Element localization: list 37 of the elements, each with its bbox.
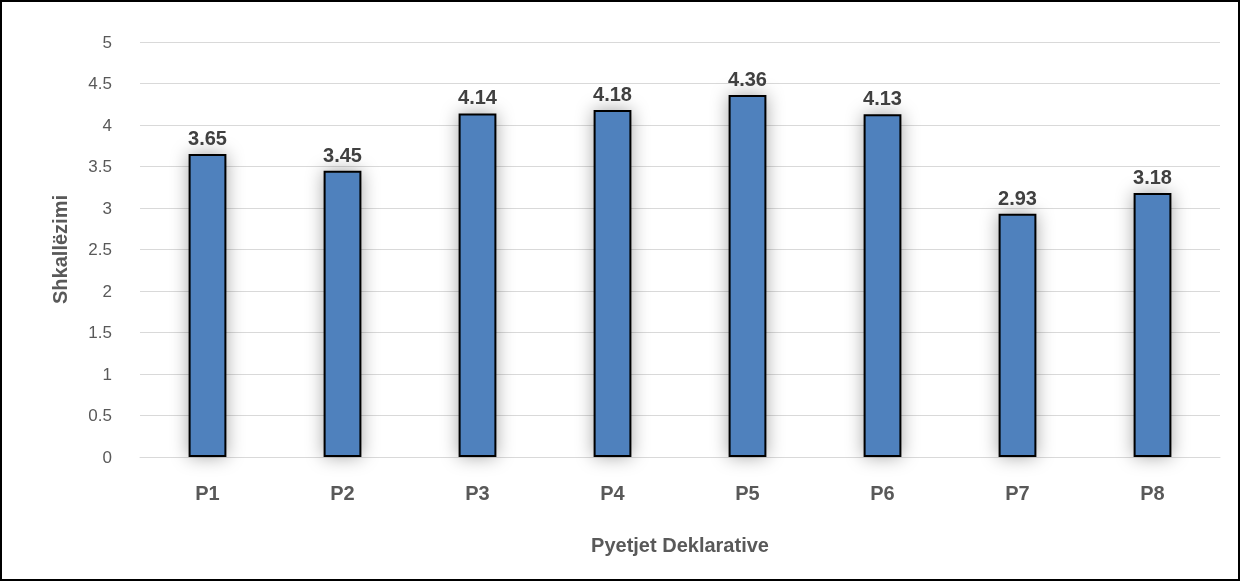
bar — [1133, 193, 1172, 457]
data-label: 2.93 — [998, 186, 1037, 209]
x-axis-title: Pyetjet Deklarative — [591, 534, 769, 556]
data-label: 3.65 — [188, 127, 227, 150]
y-axis-title: Shkallëzimi — [49, 195, 71, 304]
bar — [188, 154, 227, 457]
data-label: 4.36 — [728, 68, 767, 91]
y-tick-label: 2.5 — [88, 240, 112, 259]
y-tick-label: 5 — [102, 32, 112, 52]
bar — [593, 110, 632, 457]
y-tick-label: 0 — [102, 447, 112, 467]
y-tick-label: 1 — [102, 364, 112, 384]
x-tick-label: P5 — [735, 482, 760, 504]
bar — [323, 170, 362, 457]
data-label: 3.18 — [1133, 166, 1172, 189]
bar — [728, 95, 767, 457]
y-tick-label: 1.5 — [88, 323, 112, 342]
x-tick-label: P3 — [465, 482, 490, 504]
x-tick-label: P2 — [330, 482, 355, 504]
data-label: 4.14 — [458, 86, 498, 109]
x-tick-label: P4 — [600, 482, 626, 504]
y-tick-label: 4 — [102, 115, 112, 135]
bar — [863, 114, 902, 457]
data-label: 4.18 — [593, 83, 632, 106]
y-tick-label: 3 — [102, 198, 112, 218]
data-label: 4.13 — [863, 87, 902, 110]
y-tick-label: 3.5 — [88, 157, 112, 176]
y-tick-label: 2 — [102, 281, 112, 301]
y-tick-label: 0.5 — [88, 406, 112, 425]
bar — [998, 213, 1037, 457]
x-tick-label: P6 — [870, 482, 895, 504]
bar — [458, 113, 497, 457]
data-label: 3.45 — [323, 143, 362, 166]
x-tick-label: P7 — [1005, 482, 1030, 504]
x-tick-label: P8 — [1140, 482, 1165, 504]
x-tick-label: P1 — [195, 482, 220, 504]
y-tick-label: 4.5 — [88, 74, 112, 93]
